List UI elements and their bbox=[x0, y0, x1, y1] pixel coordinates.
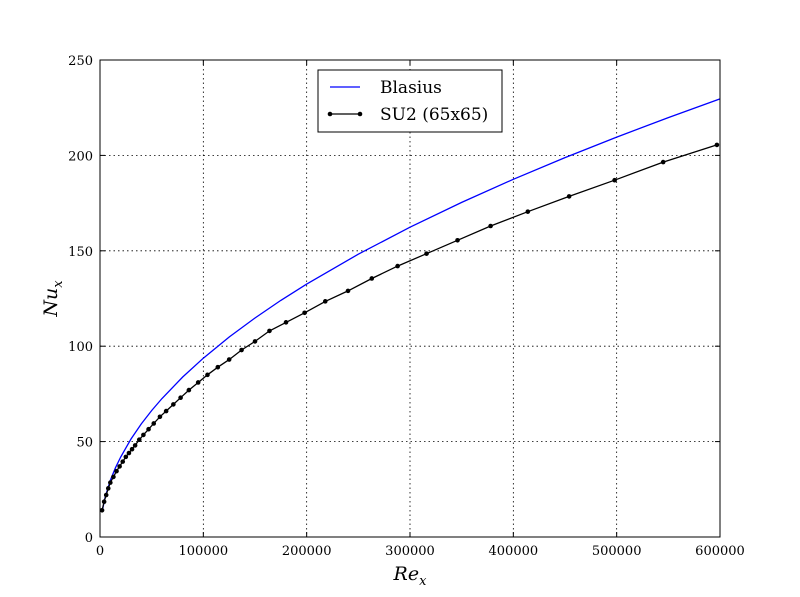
su2-data-point bbox=[114, 468, 119, 474]
y-axis-label-main: Nu bbox=[40, 288, 62, 318]
su2-data-point bbox=[226, 357, 232, 362]
su2-data-point bbox=[205, 372, 210, 378]
legend-box bbox=[317, 69, 503, 133]
tick-layer: 0 100000 200000 300000 400000 500000 600000 0 50… bbox=[68, 54, 745, 559]
su2-data-point bbox=[215, 364, 221, 370]
x-axis-label: Rex bbox=[393, 563, 428, 589]
x-tick-label: 600000 bbox=[695, 544, 745, 559]
su2-data-point bbox=[117, 464, 122, 469]
su2-data-point bbox=[141, 432, 146, 438]
x-tick-label: 100000 bbox=[179, 544, 229, 559]
x-tick-label: 300000 bbox=[385, 544, 435, 559]
su2-data-point bbox=[129, 446, 135, 452]
su2-data-point bbox=[132, 443, 138, 448]
su2-data-point bbox=[157, 414, 163, 420]
su2-data-point bbox=[111, 474, 116, 480]
su2-data-point bbox=[146, 426, 151, 432]
su2-data-point bbox=[714, 142, 720, 148]
su2-data-point bbox=[345, 288, 351, 294]
su2-data-point bbox=[267, 328, 272, 334]
su2-data-point bbox=[252, 339, 258, 344]
su2-data-point bbox=[126, 450, 132, 456]
x-tick-label: 0 bbox=[96, 544, 104, 559]
y-tick-label: 200 bbox=[68, 149, 93, 164]
su2-data-point bbox=[455, 238, 460, 243]
y-tick-label: 0 bbox=[85, 531, 93, 546]
su2-data-point bbox=[171, 402, 176, 407]
su2-data-point bbox=[369, 276, 375, 281]
su2-data-point bbox=[488, 223, 493, 229]
su2-data-point bbox=[103, 492, 109, 498]
su2-curve bbox=[101, 144, 718, 511]
y-tick-label: 250 bbox=[68, 54, 93, 69]
su2-data-point bbox=[566, 194, 572, 199]
x-axis-label-subscript: x bbox=[419, 574, 427, 589]
su2-data-point bbox=[151, 421, 157, 426]
y-tick-label: 100 bbox=[68, 340, 93, 355]
su2-data-point bbox=[178, 395, 183, 401]
legend-marker-su2 bbox=[327, 111, 333, 117]
su2-data-point bbox=[108, 480, 113, 485]
legend-label-blasius: Blasius bbox=[380, 78, 442, 98]
x-axis-label-main: Re bbox=[393, 563, 420, 585]
y-axis-label-subscript: x bbox=[51, 280, 66, 288]
su2-data-point bbox=[186, 387, 192, 393]
su2-data-point bbox=[424, 251, 429, 256]
su2-data-point bbox=[395, 263, 400, 269]
su2-data-point bbox=[195, 380, 201, 385]
x-tick-label: 400000 bbox=[489, 544, 539, 559]
su2-data-point bbox=[163, 408, 169, 414]
su2-data-point bbox=[136, 437, 142, 442]
su2-data-point bbox=[99, 507, 105, 513]
su2-data-point bbox=[120, 459, 126, 464]
x-tick-label: 200000 bbox=[282, 544, 332, 559]
su2-data-point bbox=[660, 159, 666, 165]
legend: Blasius SU2 (65x65) bbox=[317, 69, 503, 133]
series-layer bbox=[99, 98, 721, 513]
y-tick-label: 50 bbox=[76, 436, 93, 451]
y-tick-label: 150 bbox=[68, 245, 93, 260]
su2-data-point bbox=[123, 454, 129, 460]
su2-data-point bbox=[105, 486, 111, 491]
su2-data-point bbox=[525, 209, 531, 214]
su2-data-point bbox=[283, 320, 289, 325]
su2-data-point bbox=[322, 299, 328, 304]
su2-data-point bbox=[302, 310, 307, 316]
y-axis-label: Nux bbox=[40, 280, 66, 318]
su2-data-point bbox=[101, 499, 107, 505]
su2-data-point bbox=[239, 347, 244, 353]
blasius-curve bbox=[101, 98, 721, 512]
x-tick-label: 500000 bbox=[592, 544, 642, 559]
legend-label-su2: SU2 (65x65) bbox=[380, 105, 488, 125]
su2-data-point bbox=[612, 177, 617, 183]
legend-marker-su2 bbox=[357, 111, 363, 117]
